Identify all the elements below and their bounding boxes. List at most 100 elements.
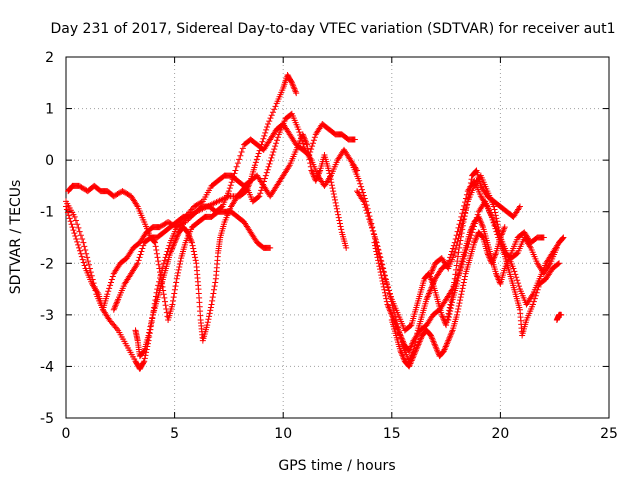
data-point [328,179,335,186]
data-point [442,345,449,352]
data-point [365,209,372,216]
data-point [370,227,377,234]
data-point [157,269,164,276]
data-point [430,263,437,270]
data-point [136,254,143,261]
data-point [383,295,390,302]
data-point [255,150,262,157]
data-point [254,153,261,160]
data-point [162,302,169,309]
data-point [104,291,111,298]
data-point [161,298,168,305]
data-point [168,247,175,254]
data-point [309,168,316,175]
data-point [448,302,455,309]
data-point [311,134,318,141]
data-point [363,202,370,209]
data-point [453,266,460,273]
data-point [447,331,454,338]
data-point [443,322,450,329]
data-point [264,123,271,130]
data-point [468,176,475,183]
data-point [472,236,479,243]
data-point [408,357,415,364]
data-point [408,359,415,366]
data-point [257,190,264,197]
data-point [511,268,518,275]
data-point [446,334,453,341]
data-point [255,193,262,200]
data-point [147,323,154,330]
data-point [385,284,392,291]
data-point [460,282,467,289]
data-point [491,252,498,259]
data-point [461,213,468,220]
data-point [152,239,159,246]
data-point [468,226,475,233]
data-point [258,187,265,194]
data-point [309,140,316,147]
data-point [295,126,302,133]
data-point [467,227,474,234]
y-tick-label: -4 [40,359,54,375]
data-point [157,272,164,279]
data-point [559,235,566,242]
data-point [139,349,146,356]
data-point [153,250,160,257]
data-point [204,319,211,326]
data-point [251,162,258,169]
data-point [272,103,279,110]
data-point [388,311,395,318]
data-point [71,213,78,220]
data-point [386,307,393,314]
data-point [556,260,563,267]
data-point [151,238,158,245]
data-point [259,184,266,191]
data-point [434,348,441,355]
data-point [76,247,83,254]
y-tick-label: -2 [40,256,54,272]
data-point [501,224,508,231]
data-point [171,290,178,297]
data-point [385,303,392,310]
data-point [71,230,78,237]
data-point [207,304,214,311]
data-point [447,333,454,340]
data-point [445,314,452,321]
data-point [169,244,176,251]
data-point [461,276,468,283]
data-point [426,289,433,296]
data-point [510,265,517,272]
data-point [540,234,547,241]
data-point [212,279,219,286]
data-point [407,345,414,352]
data-point [432,344,439,351]
data-point [478,221,485,228]
data-point [534,286,541,293]
data-point [356,177,363,184]
data-point [77,250,84,257]
data-point [454,308,461,315]
x-axis-label: GPS time / hours [278,458,395,474]
data-point [488,213,495,220]
data-point [310,137,317,144]
data-point [172,238,179,245]
data-point [398,333,405,340]
data-point [176,261,183,268]
data-point [227,182,234,189]
data-point [411,351,418,358]
data-point [410,353,417,360]
data-point [261,132,268,139]
data-point [161,294,168,301]
data-point [64,209,71,216]
data-point [448,328,455,335]
data-point [442,320,449,327]
y-tick-label: -1 [40,205,54,221]
data-point [154,254,161,261]
data-point [325,167,332,174]
data-point [338,226,345,233]
data-point [448,299,455,306]
data-point [327,174,334,181]
data-point [409,340,416,347]
data-point [78,253,85,260]
